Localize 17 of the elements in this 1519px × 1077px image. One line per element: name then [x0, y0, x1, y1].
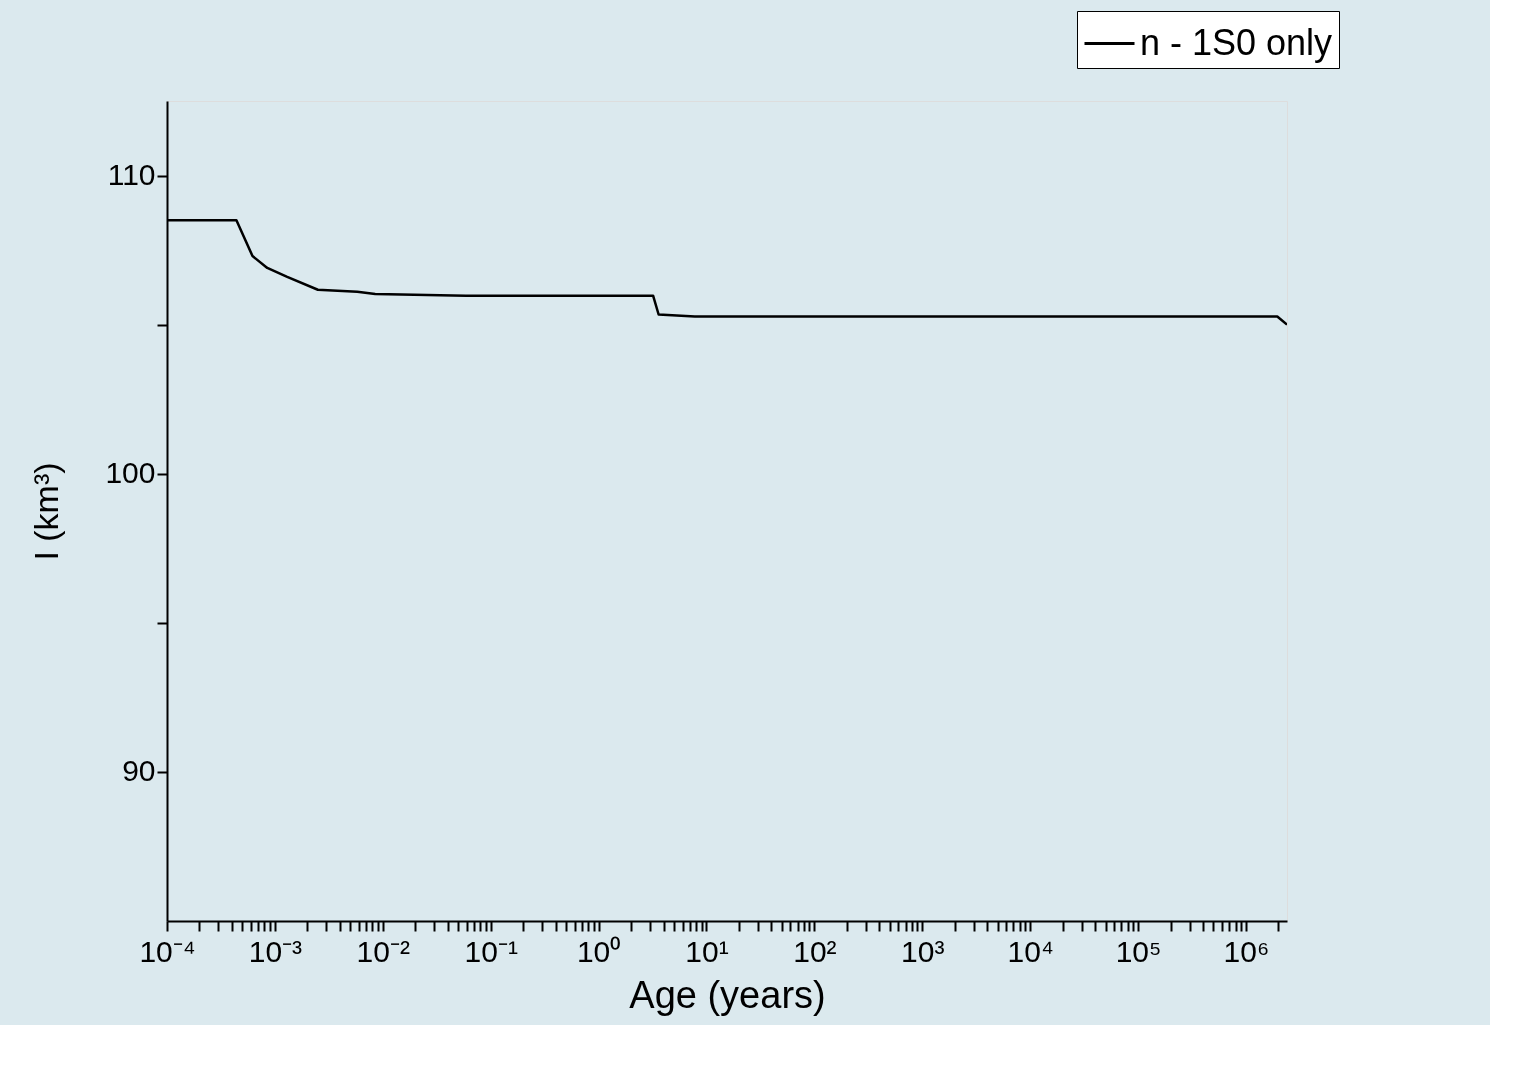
- x-tick-label: 10²: [793, 934, 837, 968]
- x-tick-label: 10³: [901, 934, 945, 968]
- y-tick-label: 110: [107, 158, 156, 192]
- x-tick-label: 10¹: [685, 934, 729, 968]
- x-tick-label: 10⁵: [1115, 934, 1162, 968]
- x-tick-label: 10⁻²: [356, 934, 410, 968]
- x-tick-label: 10⁴: [1007, 934, 1054, 968]
- x-tick-label: 10⁻¹: [464, 934, 518, 968]
- x-tick-label: 10⁰: [576, 934, 622, 968]
- x-tick-label: 10⁻³: [248, 934, 303, 968]
- y-tick-label: 100: [105, 456, 156, 490]
- y-tick-label: 90: [122, 754, 156, 788]
- legend-label: n - 1S0 only: [1140, 21, 1333, 63]
- y-axis-title: I (km³): [27, 462, 66, 561]
- x-tick-label: 10⁻⁴: [139, 934, 196, 968]
- x-tick-label: 10⁶: [1223, 934, 1270, 968]
- x-axis-title: Age (years): [629, 973, 826, 1016]
